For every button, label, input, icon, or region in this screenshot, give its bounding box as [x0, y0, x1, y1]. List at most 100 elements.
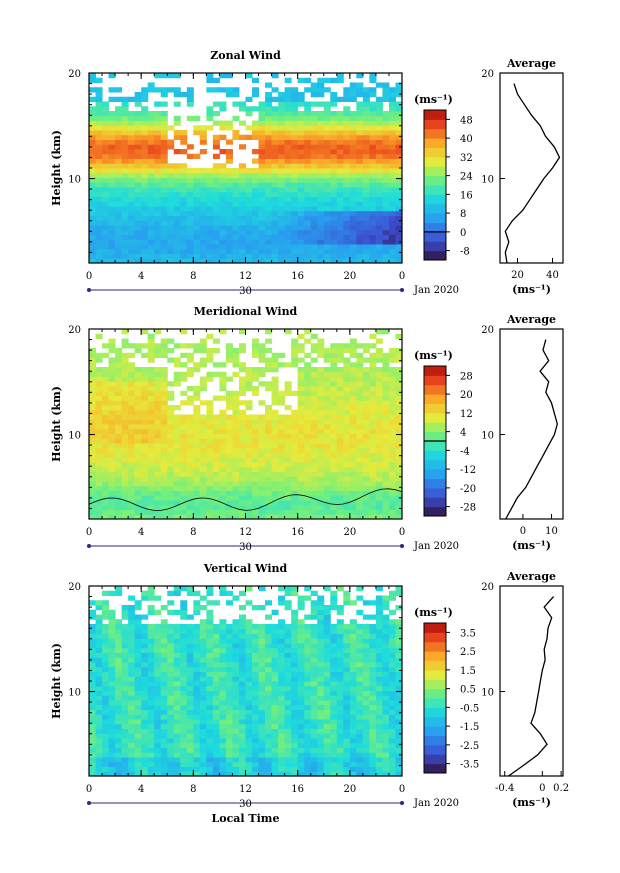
heatmap-cell: [232, 87, 240, 93]
heatmap-cell: [232, 220, 240, 226]
heatmap-cell: [356, 234, 364, 240]
heatmap-cell: [252, 215, 260, 221]
heatmap-cell: [297, 447, 305, 453]
heatmap-cell: [147, 187, 155, 193]
heatmap-cell: [147, 153, 155, 159]
heatmap-cell: [206, 742, 214, 748]
heatmap-cell: [128, 747, 136, 753]
heatmap-cell: [323, 462, 331, 468]
heatmap-cell: [147, 182, 155, 188]
heatmap-cell: [310, 333, 318, 339]
heatmap-cell: [128, 168, 136, 174]
heatmap-cell: [141, 638, 149, 644]
heatmap-cell: [245, 738, 253, 744]
heatmap-cell: [89, 158, 97, 164]
heatmap-cell: [225, 215, 233, 221]
heatmap-cell: [121, 657, 129, 663]
heatmap-cell: [95, 605, 103, 611]
heatmap-cell: [141, 352, 149, 358]
heatmap-cell: [291, 187, 299, 193]
heatmap-cell: [232, 248, 240, 254]
heatmap-cell: [291, 419, 299, 425]
heatmap-cell: [362, 466, 370, 472]
heatmap-cell: [219, 215, 227, 221]
heatmap-cell: [310, 700, 318, 706]
heatmap-cell: [160, 485, 168, 491]
x-tick-label: 16: [291, 271, 304, 282]
heatmap-cell: [173, 201, 181, 207]
heatmap-cell: [317, 643, 325, 649]
heatmap-cell: [89, 130, 97, 136]
heatmap-cell: [199, 400, 207, 406]
heatmap-cell: [206, 738, 214, 744]
heatmap-cell: [154, 371, 162, 377]
heatmap-cell: [245, 191, 253, 197]
heatmap-cell: [128, 481, 136, 487]
heatmap-cell: [271, 409, 279, 415]
heatmap-cell: [219, 662, 227, 668]
heatmap-cell: [199, 628, 207, 634]
heatmap-cell: [121, 362, 129, 368]
heatmap-cell: [193, 428, 201, 434]
heatmap-cell: [102, 485, 110, 491]
heatmap-cell: [238, 106, 246, 112]
heatmap-cell: [356, 244, 364, 250]
heatmap-cell: [186, 400, 194, 406]
heatmap-cell: [147, 586, 155, 592]
heatmap-cell: [180, 738, 188, 744]
heatmap-cell: [95, 244, 103, 250]
heatmap-cell: [199, 509, 207, 515]
heatmap-cell: [291, 509, 299, 515]
heatmap-cell: [180, 239, 188, 245]
heatmap-cell: [108, 163, 116, 169]
heatmap-cell: [128, 419, 136, 425]
heatmap-cell: [304, 196, 312, 202]
heatmap-cell: [278, 485, 286, 491]
heatmap-cell: [212, 424, 220, 430]
heatmap-cell: [375, 115, 383, 121]
heatmap-cell: [102, 495, 110, 501]
heatmap-cell: [121, 352, 129, 358]
heatmap-cell: [102, 111, 110, 117]
heatmap-cell: [206, 376, 214, 382]
heatmap-cell: [271, 357, 279, 363]
heatmap-cell: [193, 757, 201, 763]
heatmap-cell: [167, 738, 175, 744]
heatmap-cell: [284, 153, 292, 159]
heatmap-cell: [330, 77, 338, 83]
heatmap-cell: [252, 201, 260, 207]
heatmap-cell: [115, 438, 123, 444]
heatmap-cell: [115, 381, 123, 387]
heatmap-cell: [160, 187, 168, 193]
heatmap-cell: [141, 244, 149, 250]
heatmap-cell: [180, 647, 188, 653]
heatmap-cell: [323, 253, 331, 259]
heatmap-cell: [395, 514, 403, 520]
heatmap-cell: [115, 495, 123, 501]
heatmap-cell: [349, 82, 357, 88]
heatmap-cell: [147, 248, 155, 254]
heatmap-cell: [349, 428, 357, 434]
heatmap-cell: [349, 258, 357, 264]
heatmap-cell: [317, 600, 325, 606]
heatmap-cell: [219, 428, 227, 434]
heatmap-cell: [369, 101, 377, 107]
colorbar-segment: [424, 412, 446, 423]
heatmap-cell: [225, 153, 233, 159]
heatmap-cell: [369, 433, 377, 439]
heatmap-cell: [297, 719, 305, 725]
heatmap-cell: [115, 733, 123, 739]
heatmap-cell: [160, 495, 168, 501]
heatmap-cell: [173, 719, 181, 725]
heatmap-cell: [141, 220, 149, 226]
heatmap-cell: [115, 485, 123, 491]
heatmap-cell: [304, 101, 312, 107]
heatmap-cell: [115, 647, 123, 653]
heatmap-cell: [232, 462, 240, 468]
heatmap-cell: [180, 690, 188, 696]
heatmap-cell: [343, 234, 351, 240]
heatmap-cell: [362, 500, 370, 506]
heatmap-cell: [304, 134, 312, 140]
profile-line: [504, 83, 561, 264]
heatmap-cell: [141, 139, 149, 145]
